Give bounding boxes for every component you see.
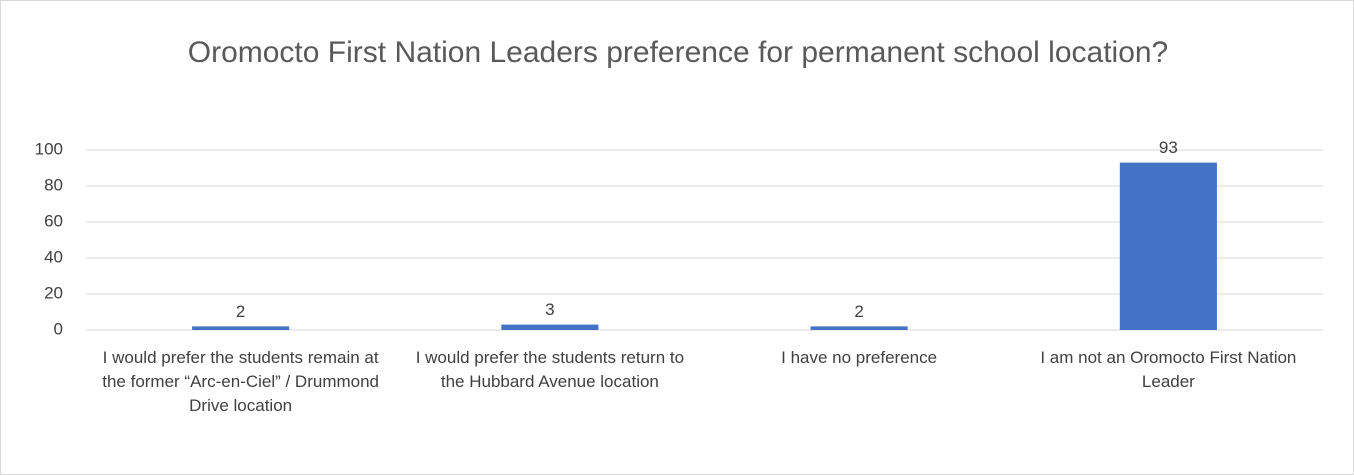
bar — [192, 326, 290, 330]
data-label: 93 — [1159, 138, 1178, 157]
bar — [1119, 162, 1217, 330]
y-tick-label: 60 — [44, 211, 63, 230]
chart-title: Oromocto First Nation Leaders preference… — [187, 36, 1169, 69]
x-tick-label: I am not an Oromocto First Nation Leader — [1040, 348, 1297, 391]
data-label: 2 — [236, 302, 245, 321]
y-tick-label: 20 — [44, 283, 63, 302]
y-tick-label: 40 — [44, 247, 63, 266]
y-tick-label: 0 — [54, 319, 63, 338]
x-tick-label: I have no preference — [781, 348, 938, 367]
bar — [501, 324, 599, 330]
x-tick-label: I would prefer the students remain at th… — [102, 348, 380, 415]
data-label: 3 — [545, 300, 554, 319]
data-label: 2 — [854, 302, 863, 321]
x-tick-label: I would prefer the students return to th… — [415, 348, 685, 391]
bar — [810, 326, 908, 330]
y-tick-label: 100 — [35, 139, 63, 158]
y-tick-label: 80 — [44, 175, 63, 194]
